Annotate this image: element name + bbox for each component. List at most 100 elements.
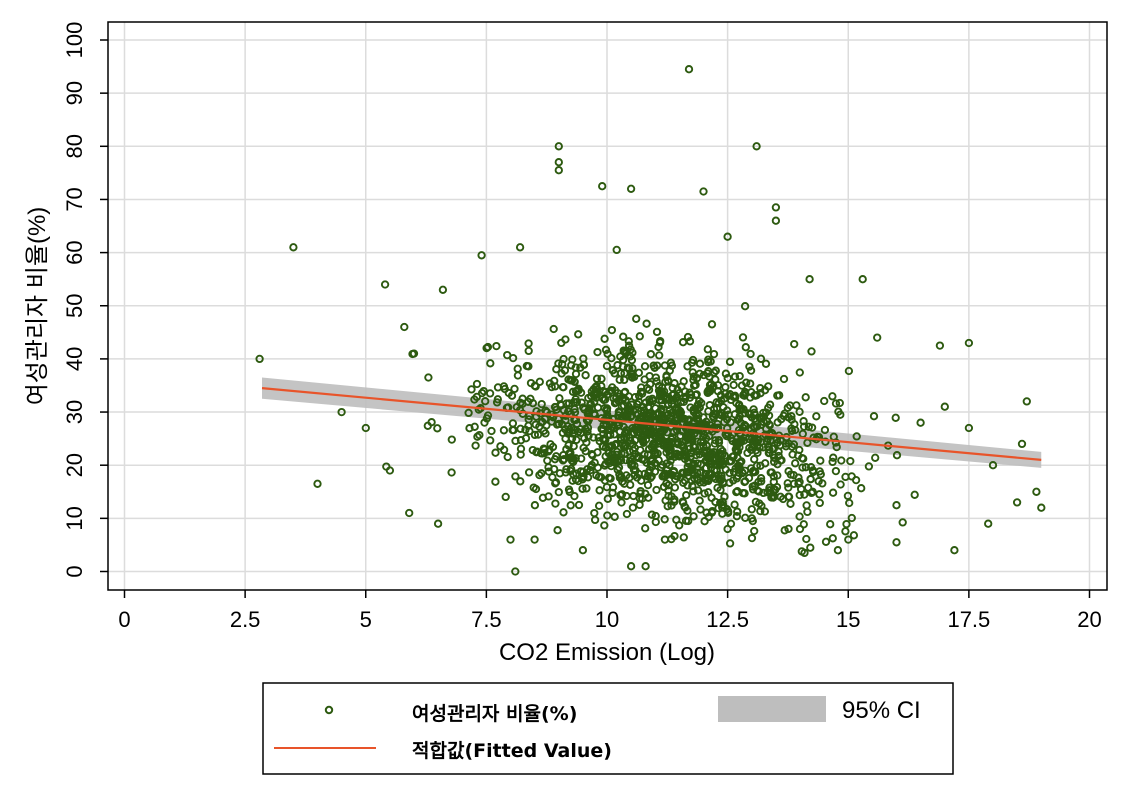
- scatter-point: [337, 407, 346, 417]
- scatter-point: [641, 489, 650, 498]
- x-tick-label: 15: [836, 607, 860, 632]
- scatter-point: [729, 476, 738, 485]
- scatter-point: [871, 453, 880, 462]
- scatter-point: [716, 485, 725, 495]
- scatter-point: [1017, 439, 1027, 449]
- scatter-point: [735, 371, 744, 381]
- scatter-point: [482, 343, 491, 353]
- scatter-point: [748, 516, 757, 526]
- scatter-point: [493, 395, 502, 404]
- scatter-point: [593, 347, 602, 357]
- scatter-point: [787, 415, 796, 424]
- y-tick-label: 60: [62, 240, 87, 264]
- scatter-point: [541, 429, 550, 438]
- scatter-point: [530, 501, 540, 510]
- scatter-point: [815, 490, 824, 499]
- scatter-point: [447, 435, 456, 444]
- scatter-point: [702, 508, 711, 517]
- scatter-point: [361, 423, 370, 433]
- scatter-point: [583, 473, 593, 482]
- scatter-point: [700, 474, 710, 483]
- scatter-point: [592, 374, 602, 383]
- scatter-point: [766, 468, 775, 477]
- scatter-point: [751, 391, 760, 400]
- scatter-point: [684, 65, 694, 74]
- scatter-point: [749, 468, 758, 477]
- scatter-point: [615, 470, 624, 479]
- scatter-point: [773, 471, 782, 480]
- scatter-point: [660, 535, 670, 544]
- y-tick-label: 0: [62, 565, 87, 577]
- scatter-point: [725, 357, 735, 366]
- x-tick-label: 10: [595, 607, 619, 632]
- scatter-point: [1012, 498, 1022, 507]
- scatter-point: [487, 426, 496, 436]
- scatter-point: [710, 439, 719, 448]
- scatter-point: [649, 440, 659, 449]
- scatter-point: [601, 459, 610, 468]
- scatter-point: [651, 517, 660, 527]
- scatter-point: [1022, 397, 1031, 406]
- scatter-point: [799, 520, 808, 529]
- scatter-point: [644, 430, 653, 440]
- scatter-point: [473, 432, 482, 441]
- scatter-point: [696, 505, 705, 514]
- scatter-point: [611, 457, 620, 466]
- scatter-point: [740, 489, 749, 498]
- scatter-point: [804, 483, 813, 492]
- scatter-point: [528, 399, 538, 408]
- scatter-point: [635, 500, 644, 510]
- scatter-point: [613, 465, 622, 474]
- scatter-point: [709, 349, 719, 359]
- x-tick-label: 12.5: [706, 607, 749, 632]
- scatter-point: [750, 455, 759, 464]
- scatter-point: [621, 395, 630, 405]
- scatter-point: [699, 432, 708, 442]
- scatter-point: [699, 187, 708, 196]
- scatter-point: [765, 448, 774, 458]
- scatter-point: [571, 387, 581, 396]
- scatter-point: [638, 389, 647, 398]
- scatter-point: [640, 450, 649, 459]
- scatter-point: [530, 535, 539, 544]
- scatter-point: [735, 463, 744, 472]
- scatter-point: [695, 369, 704, 378]
- scatter-point: [553, 526, 562, 535]
- scatter-point: [582, 438, 591, 447]
- scatter-point: [564, 375, 573, 384]
- scatter-point: [655, 351, 664, 360]
- scatter-point: [693, 437, 702, 446]
- scatter-point: [761, 359, 771, 368]
- scatter-point: [988, 461, 998, 470]
- scatter-point: [733, 507, 742, 516]
- scatter-point: [583, 465, 592, 474]
- scatter-point: [529, 483, 538, 492]
- scatter-point: [481, 397, 490, 406]
- scatter-point: [730, 372, 740, 381]
- scatter-point: [672, 392, 682, 402]
- scatter-point: [574, 500, 584, 510]
- scatter-point: [652, 485, 661, 495]
- scatter-point: [615, 408, 624, 417]
- scatter-point: [601, 345, 611, 355]
- scatter-point: [656, 336, 665, 346]
- scatter-point: [733, 471, 743, 481]
- scatter-point: [682, 468, 691, 477]
- scatter-point: [693, 486, 703, 495]
- scatter-point: [740, 420, 749, 430]
- scatter-point: [689, 459, 698, 468]
- scatter-point: [730, 500, 739, 509]
- scatter-point: [570, 408, 580, 417]
- scatter-point: [709, 413, 718, 423]
- scatter-point: [659, 482, 669, 492]
- scatter-point: [433, 424, 442, 433]
- scatter-point: [722, 415, 732, 424]
- scatter-point: [562, 465, 571, 474]
- scatter-point: [685, 393, 695, 402]
- scatter-point: [784, 483, 793, 492]
- scatter-point: [493, 383, 503, 392]
- scatter-point: [681, 516, 691, 525]
- scatter-point: [634, 368, 644, 377]
- scatter-point: [651, 404, 660, 413]
- scatter-point: [765, 486, 774, 495]
